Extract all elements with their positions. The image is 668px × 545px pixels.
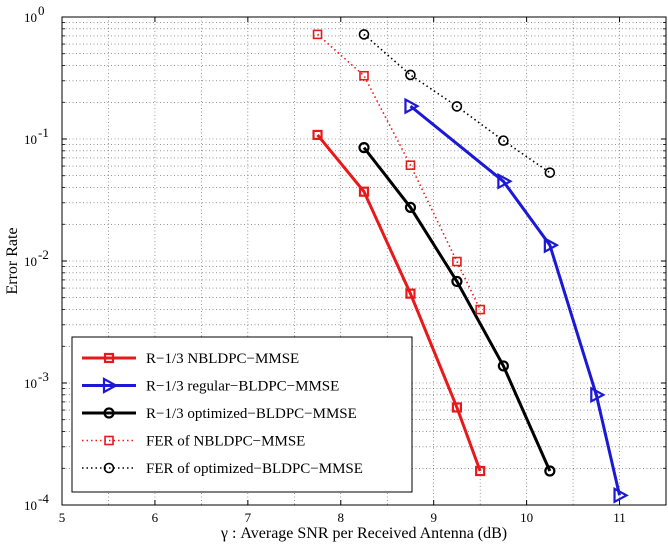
y-tick-label: 10 — [24, 10, 37, 25]
data-point — [358, 29, 370, 40]
y-tick-label: 10 — [24, 376, 37, 391]
series-circle-solid — [358, 142, 556, 477]
y-tick-label: 10 — [24, 132, 37, 147]
data-point — [312, 129, 323, 141]
legend-label: R−1/3 regular−BLDPC−MMSE — [146, 379, 339, 395]
series-square-dotted — [312, 29, 485, 315]
data-point — [543, 236, 560, 254]
data-point — [359, 70, 369, 81]
data-point — [497, 172, 513, 190]
x-tick-label: 8 — [338, 510, 345, 525]
series-layer — [312, 29, 629, 504]
x-tick-label: 5 — [59, 510, 66, 525]
data-point — [358, 142, 370, 154]
data-point — [451, 275, 463, 288]
x-tick-label: 9 — [430, 510, 437, 525]
y-axis-label: Error Rate — [4, 227, 21, 294]
data-point — [451, 101, 463, 112]
legend: R−1/3 NBLDPC−MMSE R−1/3 regular−BLDPC−MMS… — [71, 336, 413, 493]
data-point — [358, 186, 370, 197]
data-point — [312, 29, 323, 40]
data-point — [103, 407, 115, 419]
series-line — [316, 133, 482, 472]
data-point — [613, 486, 629, 504]
legend-label: FER of NBLDPC−MMSE — [146, 434, 305, 450]
data-point — [498, 135, 509, 146]
x-tick-label: 11 — [613, 510, 626, 525]
data-point — [102, 377, 119, 394]
data-point — [104, 435, 114, 446]
series-line — [363, 33, 551, 174]
x-tick-label: 10 — [520, 510, 533, 525]
x-tick-label: 6 — [152, 510, 159, 525]
legend-label: FER of optimized−BLDPC−MMSE — [146, 461, 363, 477]
y-tick-exponent: -1 — [38, 125, 49, 140]
series-triangle-right-solid — [404, 97, 629, 504]
series-square-solid — [312, 129, 486, 477]
data-point — [497, 360, 509, 372]
y-tick-exponent: 0 — [38, 3, 45, 18]
x-axis-label: γ : Average SNR per Received Antenna (dB… — [220, 525, 507, 542]
data-point — [451, 402, 463, 413]
data-point — [475, 465, 486, 477]
y-tick-label: 10 — [24, 498, 37, 513]
series-line — [362, 146, 552, 472]
legend-label: R−1/3 NBLDPC−MMSE — [146, 351, 299, 367]
y-tick-exponent: -4 — [38, 491, 49, 506]
series-line — [317, 33, 481, 310]
series-circle-dotted — [358, 29, 556, 178]
series-line — [409, 104, 621, 496]
data-point — [103, 462, 115, 474]
data-point — [404, 97, 420, 115]
legend-label: R−1/3 optimized−BLDPC−MMSE — [146, 406, 357, 422]
x-tick-label: 7 — [245, 510, 252, 525]
data-point — [404, 201, 417, 214]
data-point — [405, 69, 416, 81]
y-tick-label: 10 — [24, 254, 37, 269]
data-point — [590, 386, 606, 404]
data-point — [405, 288, 416, 299]
y-tick-exponent: -3 — [38, 369, 49, 384]
data-point — [544, 167, 556, 178]
data-point — [475, 304, 485, 315]
y-tick-exponent: -2 — [38, 247, 49, 262]
data-point — [544, 465, 556, 477]
data-point — [103, 352, 115, 364]
data-point — [405, 160, 416, 170]
data-point — [452, 256, 462, 267]
